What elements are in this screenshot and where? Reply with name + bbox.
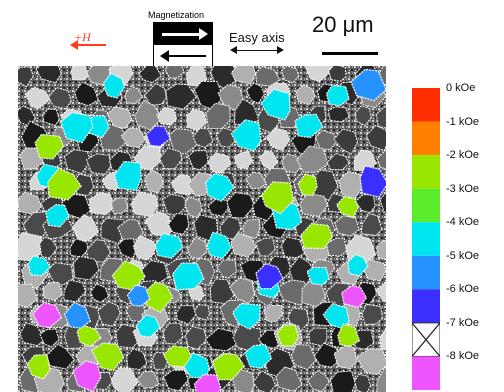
colorbar-cells — [412, 88, 440, 390]
colorbar-cell — [412, 189, 440, 223]
colorbar-label: 0 kOe — [446, 82, 475, 94]
colorbar-cell — [412, 88, 440, 122]
grain — [329, 66, 346, 81]
magnetization-up-arrow — [154, 23, 212, 45]
coercivity-colorbar — [412, 88, 440, 390]
scale-bar-label: 20 μm — [312, 12, 374, 38]
grain — [362, 304, 382, 324]
colorbar-label: -1 kOe — [446, 116, 479, 128]
colorbar-cell — [412, 122, 440, 156]
colorbar-label: -2 kOe — [446, 149, 479, 161]
colorbar-label: -5 kOe — [446, 250, 479, 262]
colorbar-label: -7 kOe — [446, 317, 479, 329]
magnetization-legend — [153, 22, 213, 68]
scale-bar — [322, 52, 378, 55]
colorbar-label: -4 kOe — [446, 216, 479, 228]
grain-micrograph — [18, 66, 386, 392]
colorbar-label: -8 kOe — [446, 350, 479, 362]
colorbar-cell — [412, 222, 440, 256]
colorbar-label: -6 kOe — [446, 283, 479, 295]
colorbar-cell — [412, 289, 440, 323]
colorbar-cell — [412, 155, 440, 189]
easy-axis-arrow — [233, 50, 281, 51]
colorbar-cell — [412, 356, 440, 390]
magnetization-title: Magnetization — [148, 10, 204, 20]
colorbar-cell — [412, 256, 440, 290]
field-direction-arrow — [72, 44, 106, 46]
easy-axis-label: Easy axis — [229, 30, 285, 45]
colorbar-label: -3 kOe — [446, 183, 479, 195]
